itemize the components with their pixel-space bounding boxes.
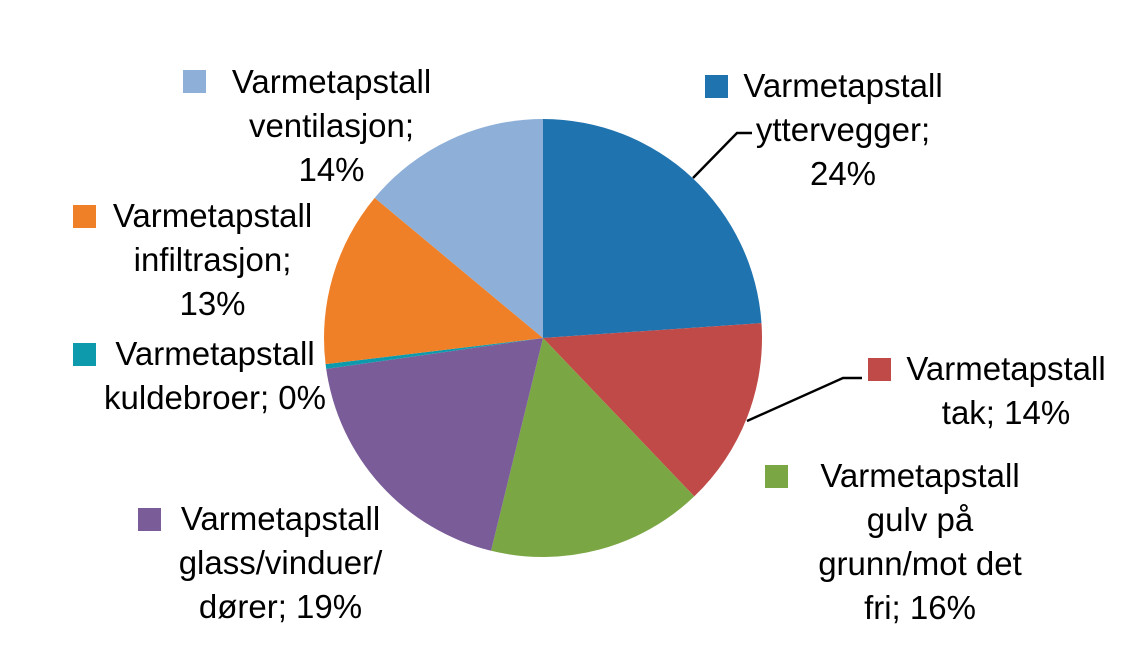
label-line: ventilasjon; [248,107,415,144]
legend-swatch-gulv [765,465,788,488]
pie-slice-gulv [491,338,695,558]
legend-swatch-glass [138,508,161,531]
legend-swatch-ventilasjon [183,70,206,93]
label-line: 24% [809,155,877,192]
label-line: kuldebroer; 0% [104,379,326,416]
pie-slice-tak [543,323,762,497]
label-yttervegger: Varmetapstall yttervegger; 24% [723,64,963,196]
label-tak: Varmetapstall tak; 14% [890,347,1122,435]
label-line: tak; 14% [941,394,1071,431]
legend-swatch-kuldebroer [73,343,96,366]
label-ventilasjon: Varmetapstall ventilasjon; 14% [204,60,459,192]
label-line: fri; 16% [864,589,976,626]
pie-slice-glass [326,338,543,551]
leader-line-yttervegger [692,131,752,179]
label-line: Varmetapstall [180,500,381,537]
pie-slice-kuldebroer [325,338,543,369]
label-line: Varmetapstall [112,197,313,234]
label-gulv: Varmetapstall gulv på grunn/mot det fri;… [802,454,1038,630]
label-glass-vinduer-dorer: Varmetapstall glass/vinduer/ dører; 19% [163,497,398,629]
label-line: 13% [179,285,246,322]
leader-line-tak [746,376,862,423]
pie-slice-infiltrasjon [324,197,543,365]
label-line: Varmetapstall [115,335,315,372]
pie-slice-yttervegger [543,119,762,338]
label-line: yttervegger; [755,111,931,148]
label-line: infiltrasjon; [133,241,292,278]
label-line: glass/vinduer/ [178,544,383,581]
label-line: Varmetapstall [743,67,943,104]
label-line: dører; 19% [198,588,363,625]
label-line: Varmetapstall [906,350,1106,387]
label-line: 14% [298,151,365,188]
pie-slice-ventilasjon [374,119,543,338]
legend-swatch-infiltrasjon [73,205,96,228]
label-line: grunn/mot det [818,545,1022,582]
label-kuldebroer: Varmetapstall kuldebroer; 0% [100,332,330,420]
label-line: Varmetapstall [820,457,1020,494]
label-infiltrasjon: Varmetapstall infiltrasjon; 13% [95,194,330,326]
legend-swatch-tak [868,358,891,381]
label-line: Varmetapstall [231,63,432,100]
legend-swatch-yttervegger [705,75,728,98]
label-line: gulv på [866,501,974,538]
